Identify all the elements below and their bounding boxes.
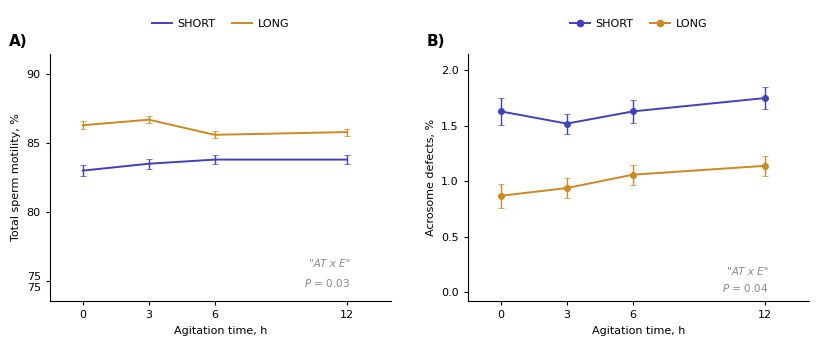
X-axis label: Agitation time, h: Agitation time, h [174,326,267,336]
Legend: SHORT, LONG: SHORT, LONG [147,15,293,34]
Text: $P$ = 0.04: $P$ = 0.04 [721,282,767,294]
Legend: SHORT, LONG: SHORT, LONG [564,15,711,34]
X-axis label: Agitation time, h: Agitation time, h [591,326,684,336]
Y-axis label: Acrosome defects, %: Acrosome defects, % [425,119,435,236]
Text: B): B) [427,34,445,49]
Text: $P$ = 0.03: $P$ = 0.03 [304,277,350,289]
Text: "AT x E": "AT x E" [308,259,350,269]
Text: "AT x E": "AT x E" [726,266,767,277]
Text: A): A) [9,34,28,49]
Y-axis label: Total sperm motility, %: Total sperm motility, % [11,113,21,242]
